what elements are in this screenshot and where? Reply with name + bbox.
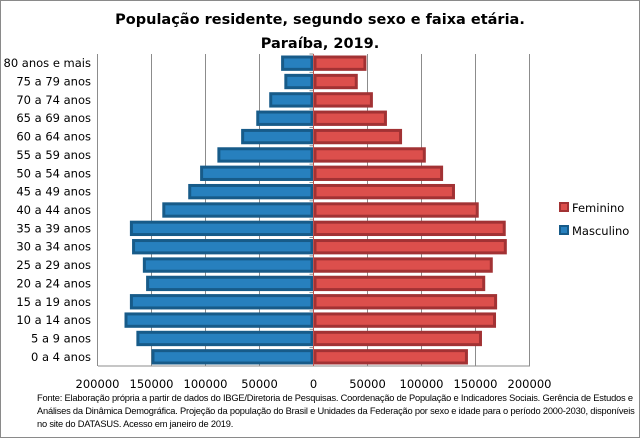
chart-subtitle: Paraíba, 2019. bbox=[260, 36, 380, 52]
bar-masculino bbox=[256, 110, 314, 126]
x-tick-label: 100000 bbox=[400, 377, 444, 391]
legend-swatch-feminino bbox=[559, 202, 569, 212]
bar-masculino bbox=[200, 165, 314, 181]
bar-feminino bbox=[313, 330, 482, 347]
x-tick-label: 100000 bbox=[184, 377, 228, 391]
bar-masculino bbox=[129, 220, 314, 237]
bar-masculino bbox=[129, 294, 314, 310]
bar-masculino bbox=[151, 349, 314, 365]
legend-label-masculino: Masculino bbox=[572, 224, 629, 238]
bar-masculino bbox=[269, 92, 314, 108]
bar-feminino bbox=[313, 294, 498, 310]
x-tick-label: 50000 bbox=[241, 377, 278, 391]
y-tick-label: 35 a 39 anos bbox=[16, 221, 91, 235]
bar-masculino bbox=[241, 128, 314, 145]
bar-feminino bbox=[313, 312, 497, 328]
legend-swatch-masculino bbox=[559, 225, 569, 235]
bar-feminino bbox=[313, 349, 468, 365]
bar-masculino bbox=[132, 239, 314, 255]
y-tick-label: 70 a 74 anos bbox=[16, 93, 91, 107]
bar-feminino bbox=[313, 202, 479, 218]
y-tick-label: 0 a 4 anos bbox=[31, 350, 91, 364]
bar-masculino bbox=[188, 183, 314, 200]
x-tick-label: 200000 bbox=[508, 377, 552, 391]
y-tick-label: 80 anos e mais bbox=[4, 56, 91, 70]
bar-feminino bbox=[313, 92, 373, 108]
x-tick-label: 150000 bbox=[130, 377, 174, 391]
bar-feminino bbox=[313, 55, 367, 71]
bar-feminino bbox=[313, 220, 506, 237]
y-tick-label: 65 a 69 anos bbox=[16, 111, 91, 125]
bar-feminino bbox=[313, 147, 426, 163]
bar-feminino bbox=[313, 257, 493, 273]
x-tick-label: 0 bbox=[310, 377, 317, 391]
y-tick-label: 45 a 49 anos bbox=[16, 185, 91, 199]
y-tick-label: 55 a 59 anos bbox=[16, 148, 91, 162]
x-tick-label: 50000 bbox=[349, 377, 386, 391]
footnote: Fonte: Elaboração própria a partir de da… bbox=[37, 393, 635, 429]
bar-feminino bbox=[313, 275, 486, 292]
bar-feminino bbox=[313, 239, 507, 255]
y-tick-label: 5 a 9 anos bbox=[31, 331, 91, 345]
y-tick-label: 10 a 14 anos bbox=[16, 313, 91, 327]
y-tick-label: 75 a 79 anos bbox=[16, 75, 91, 89]
bar-feminino bbox=[313, 73, 358, 90]
y-tick-label: 20 a 24 anos bbox=[16, 276, 91, 290]
y-tick-label: 15 a 19 anos bbox=[16, 295, 91, 309]
y-tick-label: 60 a 64 anos bbox=[16, 130, 91, 144]
bar-masculino bbox=[142, 257, 314, 273]
bar-feminino bbox=[313, 183, 455, 200]
x-tick-label: 150000 bbox=[454, 377, 498, 391]
y-tick-label: 50 a 54 anos bbox=[16, 166, 91, 180]
bar-feminino bbox=[313, 110, 387, 126]
y-tick-label: 40 a 44 anos bbox=[16, 203, 91, 217]
bar-masculino bbox=[281, 55, 314, 71]
bar-masculino bbox=[146, 275, 314, 292]
bar-feminino bbox=[313, 165, 444, 181]
bar-masculino bbox=[136, 330, 314, 347]
bar-masculino bbox=[284, 73, 314, 90]
y-tick-label: 30 a 34 anos bbox=[16, 240, 91, 254]
chart-title: População residente, segundo sexo e faix… bbox=[115, 12, 525, 28]
y-tick-label: 25 a 29 anos bbox=[16, 258, 91, 272]
bar-masculino bbox=[217, 147, 314, 163]
x-tick-label: 200000 bbox=[76, 377, 120, 391]
bar-masculino bbox=[162, 202, 314, 218]
bar-masculino bbox=[124, 312, 314, 328]
bar-feminino bbox=[313, 128, 403, 145]
legend-label-feminino: Feminino bbox=[572, 201, 624, 215]
